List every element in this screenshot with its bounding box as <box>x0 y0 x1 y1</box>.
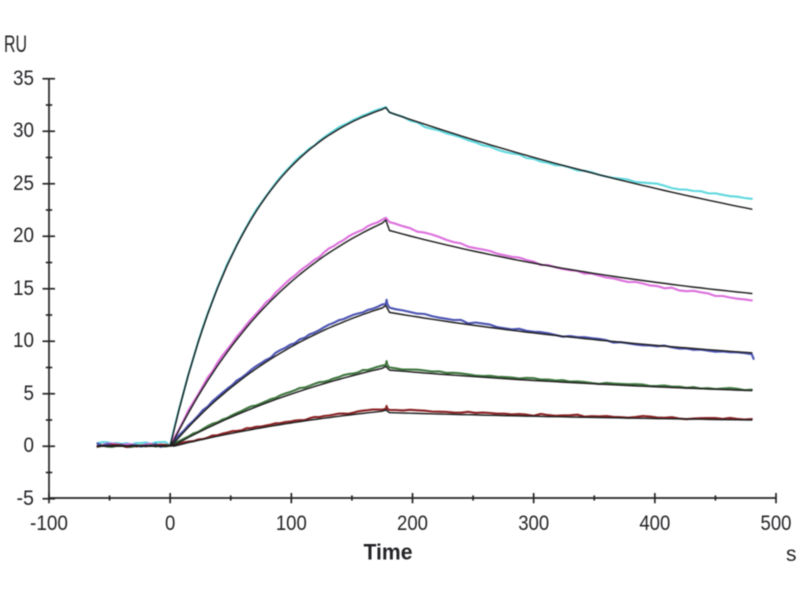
svg-text:5: 5 <box>24 382 35 405</box>
svg-text:-100: -100 <box>30 512 68 535</box>
svg-text:500: 500 <box>761 512 792 535</box>
svg-text:15: 15 <box>13 277 34 300</box>
svg-text:100: 100 <box>276 512 307 535</box>
svg-text:-5: -5 <box>17 487 35 510</box>
svg-text:20: 20 <box>13 224 34 247</box>
svg-text:25: 25 <box>13 172 34 195</box>
svg-text:Time: Time <box>364 540 413 565</box>
svg-text:10: 10 <box>13 329 34 352</box>
svg-text:30: 30 <box>13 119 34 142</box>
svg-text:400: 400 <box>639 512 670 535</box>
svg-text:0: 0 <box>24 434 35 457</box>
svg-text:RU: RU <box>4 31 27 58</box>
svg-text:200: 200 <box>397 512 428 535</box>
svg-text:35: 35 <box>13 67 34 90</box>
svg-text:s: s <box>786 543 797 566</box>
svg-text:300: 300 <box>518 512 549 535</box>
svg-text:0: 0 <box>165 512 175 535</box>
